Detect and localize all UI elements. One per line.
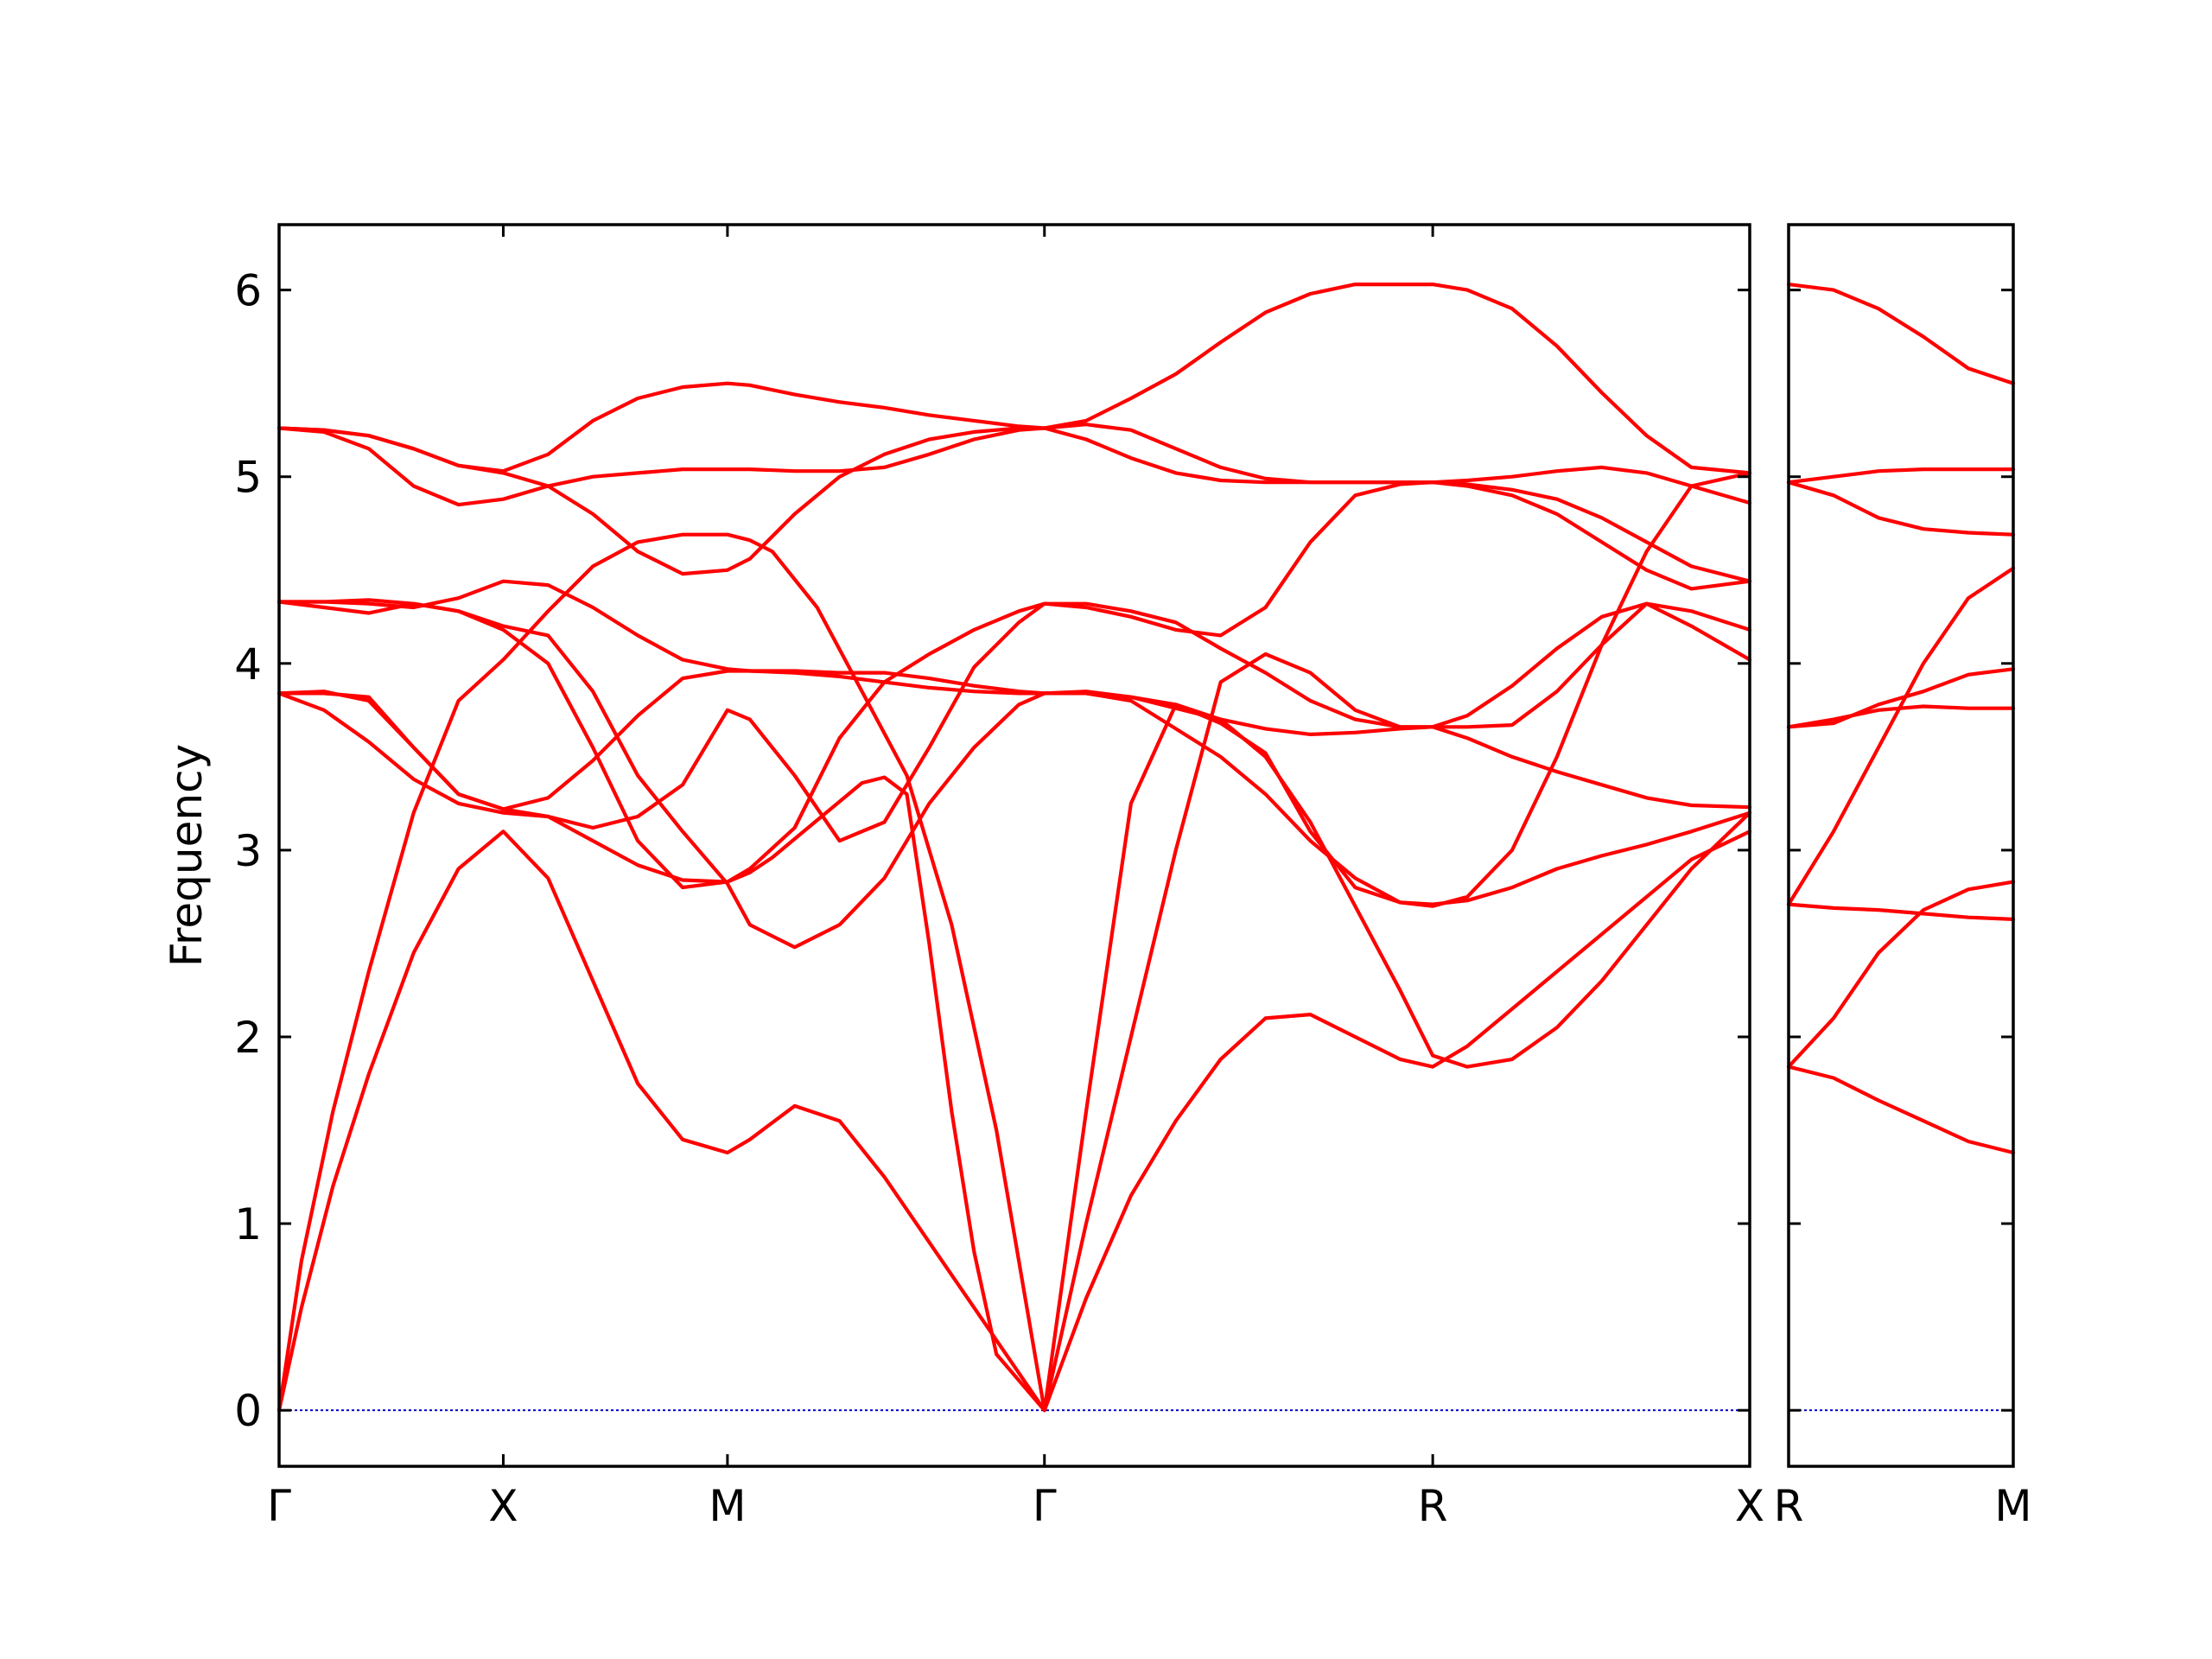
x-tick-label: X xyxy=(1735,1481,1764,1531)
phonon-band-4 xyxy=(276,669,1752,1069)
y-tick-label: 1 xyxy=(234,1199,262,1249)
phonon-band-2 xyxy=(1786,902,2016,921)
phonon-band-7 xyxy=(1786,480,2016,537)
phonon-band-6 xyxy=(276,598,1752,950)
x-tick-label: Γ xyxy=(1033,1481,1057,1531)
y-tick-label: 3 xyxy=(234,826,262,876)
y-tick-label: 4 xyxy=(234,639,262,690)
phonon-band-5 xyxy=(1786,667,2016,729)
x-tick-label: R xyxy=(1418,1481,1448,1531)
y-tick-label: 2 xyxy=(234,1013,262,1063)
x-tick-label: M xyxy=(709,1481,746,1531)
phonon-band-1 xyxy=(276,830,1752,1413)
phonon-band-6 xyxy=(1786,704,2016,729)
x-tick-label: M xyxy=(1994,1481,2031,1531)
phonon-band-1 xyxy=(1786,1065,2016,1155)
phonon-band-9 xyxy=(276,426,1752,507)
y-axis-label: Frequency xyxy=(162,744,212,967)
y-tick-label: 6 xyxy=(234,266,262,316)
phonon-band-11 xyxy=(276,283,1752,475)
axes-frame xyxy=(277,223,1751,1468)
phonon-band-8 xyxy=(276,471,1752,908)
phonon-band-7 xyxy=(276,601,1752,843)
x-tick-label: Γ xyxy=(267,1481,291,1531)
phonon-band-4 xyxy=(1786,566,2016,906)
phonon-band-2 xyxy=(276,532,1752,1413)
y-tick-label: 5 xyxy=(234,453,262,503)
x-tick-label: R xyxy=(1774,1481,1804,1531)
y-tick-label: 0 xyxy=(234,1386,262,1436)
axes-frame xyxy=(1787,223,2015,1468)
phonon-band-8 xyxy=(1786,467,2016,485)
phonon-band-5 xyxy=(276,480,1752,890)
main-band-panel: 0 1 2 3 4 5 6 Γ X M Γ R X xyxy=(234,223,1764,1531)
phonon-band-3 xyxy=(1786,880,2016,1069)
phonon-band-9 xyxy=(1786,283,2016,385)
x-tick-label: X xyxy=(488,1481,518,1531)
